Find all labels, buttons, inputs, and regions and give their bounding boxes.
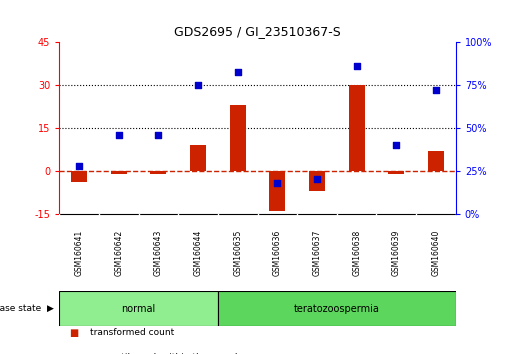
Text: GSM160639: GSM160639 [392, 229, 401, 276]
Point [392, 142, 401, 148]
Text: GSM160640: GSM160640 [432, 229, 440, 276]
Text: teratozoospermia: teratozoospermia [294, 304, 380, 314]
Text: GSM160638: GSM160638 [352, 229, 361, 276]
Bar [111, 171, 127, 174]
Text: percentile rank within the sample: percentile rank within the sample [90, 353, 243, 354]
Bar [190, 145, 206, 171]
Point [313, 177, 321, 182]
Text: ■: ■ [70, 328, 79, 338]
Point [154, 132, 163, 138]
Text: GSM160644: GSM160644 [194, 229, 202, 276]
Text: ■: ■ [70, 353, 79, 354]
Point [234, 69, 242, 74]
Text: GDS2695 / GI_23510367-S: GDS2695 / GI_23510367-S [174, 25, 341, 38]
Text: GSM160642: GSM160642 [114, 229, 123, 276]
Bar [349, 85, 365, 171]
Bar [428, 151, 444, 171]
Bar [150, 171, 166, 174]
Bar [59, 291, 218, 326]
Point [432, 87, 440, 93]
Bar [230, 105, 246, 171]
Text: GSM160637: GSM160637 [313, 229, 321, 276]
Bar [218, 291, 456, 326]
Bar [388, 171, 404, 174]
Point [273, 180, 281, 185]
Text: transformed count: transformed count [90, 328, 175, 337]
Point [114, 132, 123, 138]
Point [194, 82, 202, 88]
Text: GSM160641: GSM160641 [75, 229, 83, 276]
Text: normal: normal [122, 304, 156, 314]
Text: GSM160636: GSM160636 [273, 229, 282, 276]
Text: disease state  ▶: disease state ▶ [0, 304, 54, 313]
Point [352, 64, 360, 69]
Text: GSM160635: GSM160635 [233, 229, 242, 276]
Bar [309, 171, 325, 191]
Text: GSM160643: GSM160643 [154, 229, 163, 276]
Point [75, 163, 83, 169]
Bar [269, 171, 285, 211]
Bar [71, 171, 87, 182]
